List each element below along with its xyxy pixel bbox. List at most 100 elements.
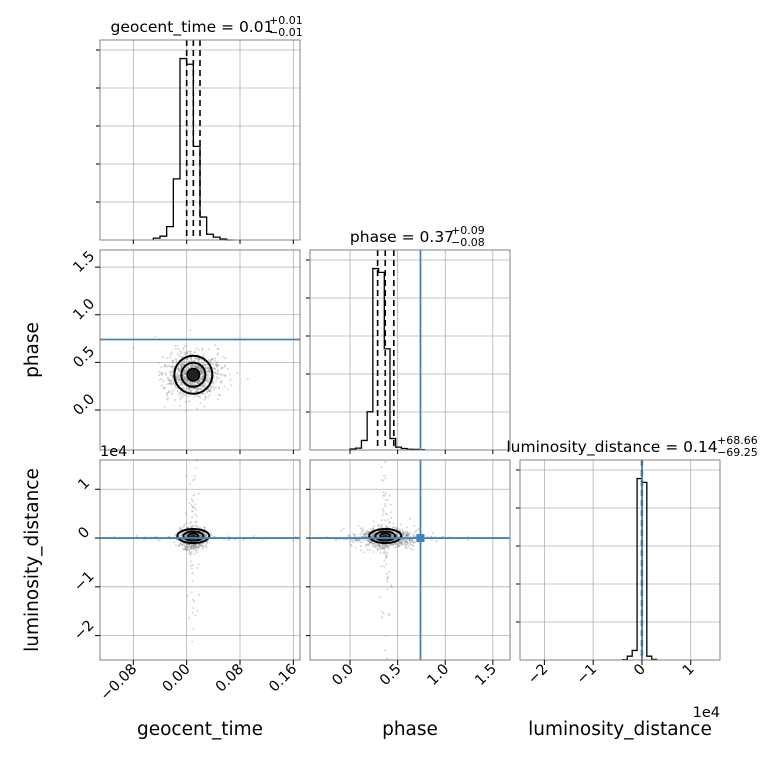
sample-point [201, 547, 204, 550]
sample-point [201, 376, 204, 379]
sample-point [399, 540, 402, 543]
sample-point [191, 563, 194, 566]
sample-point [185, 535, 188, 538]
sample-point [188, 543, 191, 546]
sample-point [368, 541, 371, 544]
sample-point [199, 534, 202, 537]
sample-point [177, 365, 180, 368]
sample-point [371, 545, 374, 548]
sample-point [216, 352, 219, 355]
sample-point [183, 358, 186, 361]
sample-point [184, 547, 187, 550]
sample-point [334, 538, 337, 541]
sample-point [183, 371, 186, 374]
sample-point [204, 395, 207, 398]
sample-point [404, 532, 407, 535]
sample-point [179, 391, 182, 394]
sample-point [189, 389, 192, 392]
sample-point [370, 535, 373, 538]
sample-point [208, 369, 211, 372]
sample-point [181, 531, 184, 534]
sample-point [381, 544, 384, 547]
sample-point [197, 359, 200, 362]
title-luminosity_distance: luminosity_distance = 0.14 [506, 438, 717, 457]
sample-point [191, 505, 194, 508]
sample-point [291, 539, 294, 542]
sample-point [193, 544, 196, 547]
sample-point [382, 510, 385, 513]
sample-point [350, 544, 353, 547]
sample-point [389, 543, 392, 546]
sample-point [195, 549, 198, 552]
sample-point [229, 379, 232, 382]
sample-point [187, 367, 190, 370]
sample-point [402, 534, 405, 537]
sample-point [186, 378, 189, 381]
sample-point [185, 534, 188, 537]
sample-point [198, 593, 201, 596]
sample-point [350, 538, 353, 541]
sample-point [395, 533, 398, 536]
y-axis-label-luminosity_distance: luminosity_distance [22, 468, 43, 652]
contour-line [173, 354, 214, 395]
sample-point [169, 374, 172, 377]
sample-point [196, 387, 199, 390]
sample-point [192, 544, 195, 547]
sample-point [180, 393, 183, 396]
sample-point [194, 513, 197, 516]
sample-point [205, 378, 208, 381]
sample-point [407, 534, 410, 537]
sample-point [217, 364, 220, 367]
sample-point [179, 352, 182, 355]
sample-point [181, 544, 184, 547]
sample-point [188, 544, 191, 547]
sample-point [200, 371, 203, 374]
sample-point [377, 524, 380, 527]
sample-point [176, 372, 179, 375]
sample-point [193, 546, 196, 549]
sample-point [204, 533, 207, 536]
sample-point [198, 366, 201, 369]
sample-point [182, 548, 185, 551]
sample-point [186, 594, 189, 597]
sample-point [339, 529, 342, 532]
sample-point [189, 352, 192, 355]
sample-point [409, 538, 412, 541]
sample-point [386, 518, 389, 521]
sample-point [191, 640, 194, 643]
sample-point [170, 379, 173, 382]
sample-point [168, 382, 171, 385]
sample-point [376, 546, 379, 549]
sample-point [406, 539, 409, 542]
sample-point [417, 528, 420, 531]
sample-point [172, 381, 175, 384]
sample-point [189, 546, 192, 549]
sample-point [385, 546, 388, 549]
contour-line [180, 361, 207, 388]
sample-point [432, 532, 435, 535]
sample-point [395, 545, 398, 548]
sample-point [399, 528, 402, 531]
sample-point [294, 535, 297, 538]
sample-point [199, 369, 202, 372]
sample-point [408, 517, 411, 520]
sample-point [223, 364, 226, 367]
sample-point [406, 530, 409, 533]
sample-point [383, 549, 386, 552]
sample-point [397, 544, 400, 547]
sample-point [185, 366, 188, 369]
sample-point [184, 351, 187, 354]
sample-point [390, 516, 393, 519]
sample-point [188, 550, 191, 553]
sample-point [164, 386, 167, 389]
sample-point [179, 379, 182, 382]
sample-point [183, 377, 186, 380]
sample-point [196, 382, 199, 385]
sample-point [356, 538, 359, 541]
sample-point [191, 363, 194, 366]
sample-point [228, 538, 231, 541]
sample-point [209, 387, 212, 390]
sample-point [184, 353, 187, 356]
sample-point [192, 544, 195, 547]
sample-point [168, 370, 171, 373]
